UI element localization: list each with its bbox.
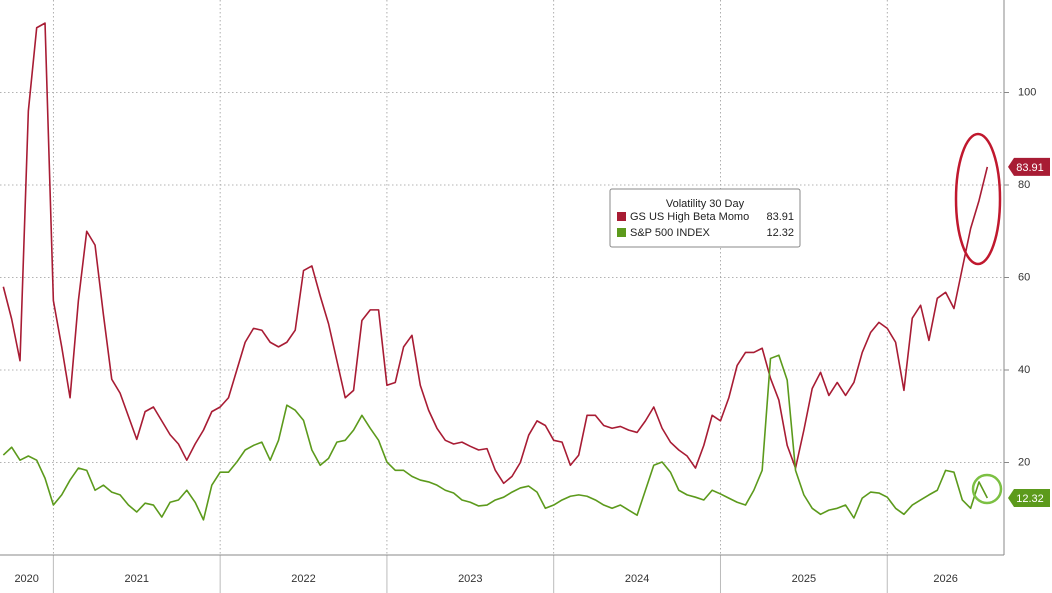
line-layer [2, 22, 989, 521]
legend-label: GS US High Beta Momo [630, 211, 749, 223]
legend-swatch [617, 228, 626, 237]
value-tag-label: 12.32 [1016, 493, 1044, 505]
value-tag-label: 83.91 [1016, 162, 1044, 174]
x-tick-label: 2025 [792, 573, 816, 585]
y-tick-label: 60 [1018, 271, 1030, 283]
legend-label: S&P 500 INDEX [630, 227, 711, 239]
legend-value: 12.32 [766, 227, 794, 239]
y-tick-label: 100 [1018, 86, 1036, 98]
highlight-ellipse [954, 132, 1002, 266]
legend-title: Volatility 30 Day [666, 198, 745, 210]
series-line [2, 22, 989, 485]
y-tick-label: 80 [1018, 179, 1030, 191]
legend-box [609, 188, 801, 248]
legend: Volatility 30 Day GS US High Beta Momo 8… [609, 188, 801, 248]
value-tag [1008, 489, 1050, 508]
value-tag [1008, 157, 1050, 176]
x-tick-label: 2026 [933, 573, 957, 585]
legend-value: 83.91 [766, 211, 794, 223]
legend-swatch [617, 212, 626, 221]
highlight-circle [971, 473, 1003, 505]
x-tick-label: 2021 [125, 573, 149, 585]
x-tick-label: 2024 [625, 573, 649, 585]
x-tick-label: 2023 [458, 573, 482, 585]
x-tick-label: 2020 [14, 573, 38, 585]
series-line [2, 354, 989, 521]
x-tick-label: 2022 [291, 573, 315, 585]
y-tick-label: 40 [1018, 364, 1030, 376]
tag-layer: 83.91 12.32 [1008, 157, 1050, 508]
y-tick-label: 20 [1018, 456, 1030, 468]
